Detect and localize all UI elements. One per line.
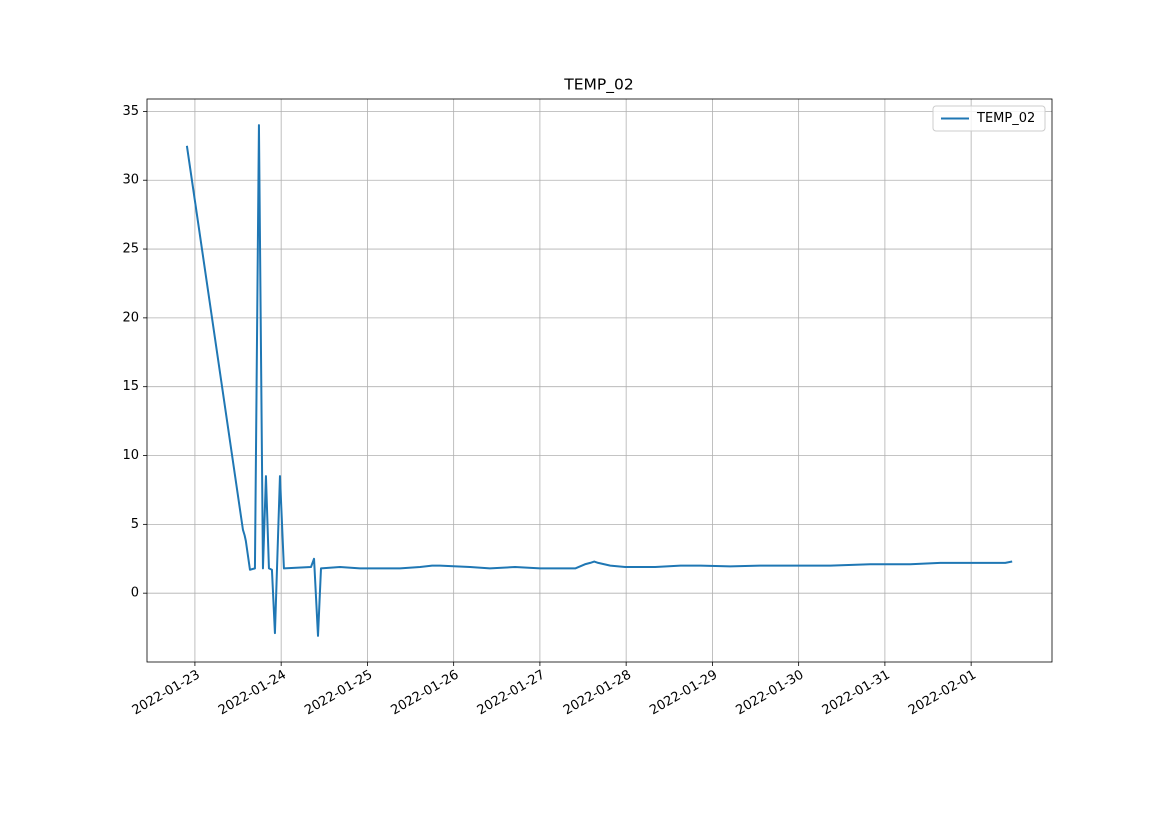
x-tick-label: 2022-01-28 [561,668,634,719]
x-tick-label: 2022-01-29 [647,668,720,719]
x-tick-label: 2022-01-26 [388,668,461,719]
y-tick-label: 30 [122,173,139,188]
x-tick-label: 2022-01-23 [130,668,203,719]
chart-title: TEMP_02 [563,76,633,95]
x-tick-label: 2022-01-27 [475,668,548,719]
x-tick-label: 2022-01-25 [302,668,375,719]
x-tick-label: 2022-01-24 [216,668,289,719]
y-tick-label: 0 [131,586,139,601]
y-tick-label: 15 [122,379,139,394]
plot-frame [146,98,1053,663]
y-tick-label: 35 [122,104,139,119]
x-tick-label: 2022-01-31 [820,668,893,719]
data-line [185,124,1013,637]
legend-box [932,105,1046,132]
y-tick-label: 25 [122,242,139,257]
y-tick-label: 5 [131,517,139,532]
x-tick-label: 2022-01-30 [733,668,806,719]
y-tick-label: 10 [122,448,139,463]
x-tick-label: 2022-02-01 [906,668,979,719]
legend: TEMP_02 [932,105,1046,132]
y-tick-label: 20 [122,310,139,325]
legend-label: TEMP_02 [976,111,1035,126]
